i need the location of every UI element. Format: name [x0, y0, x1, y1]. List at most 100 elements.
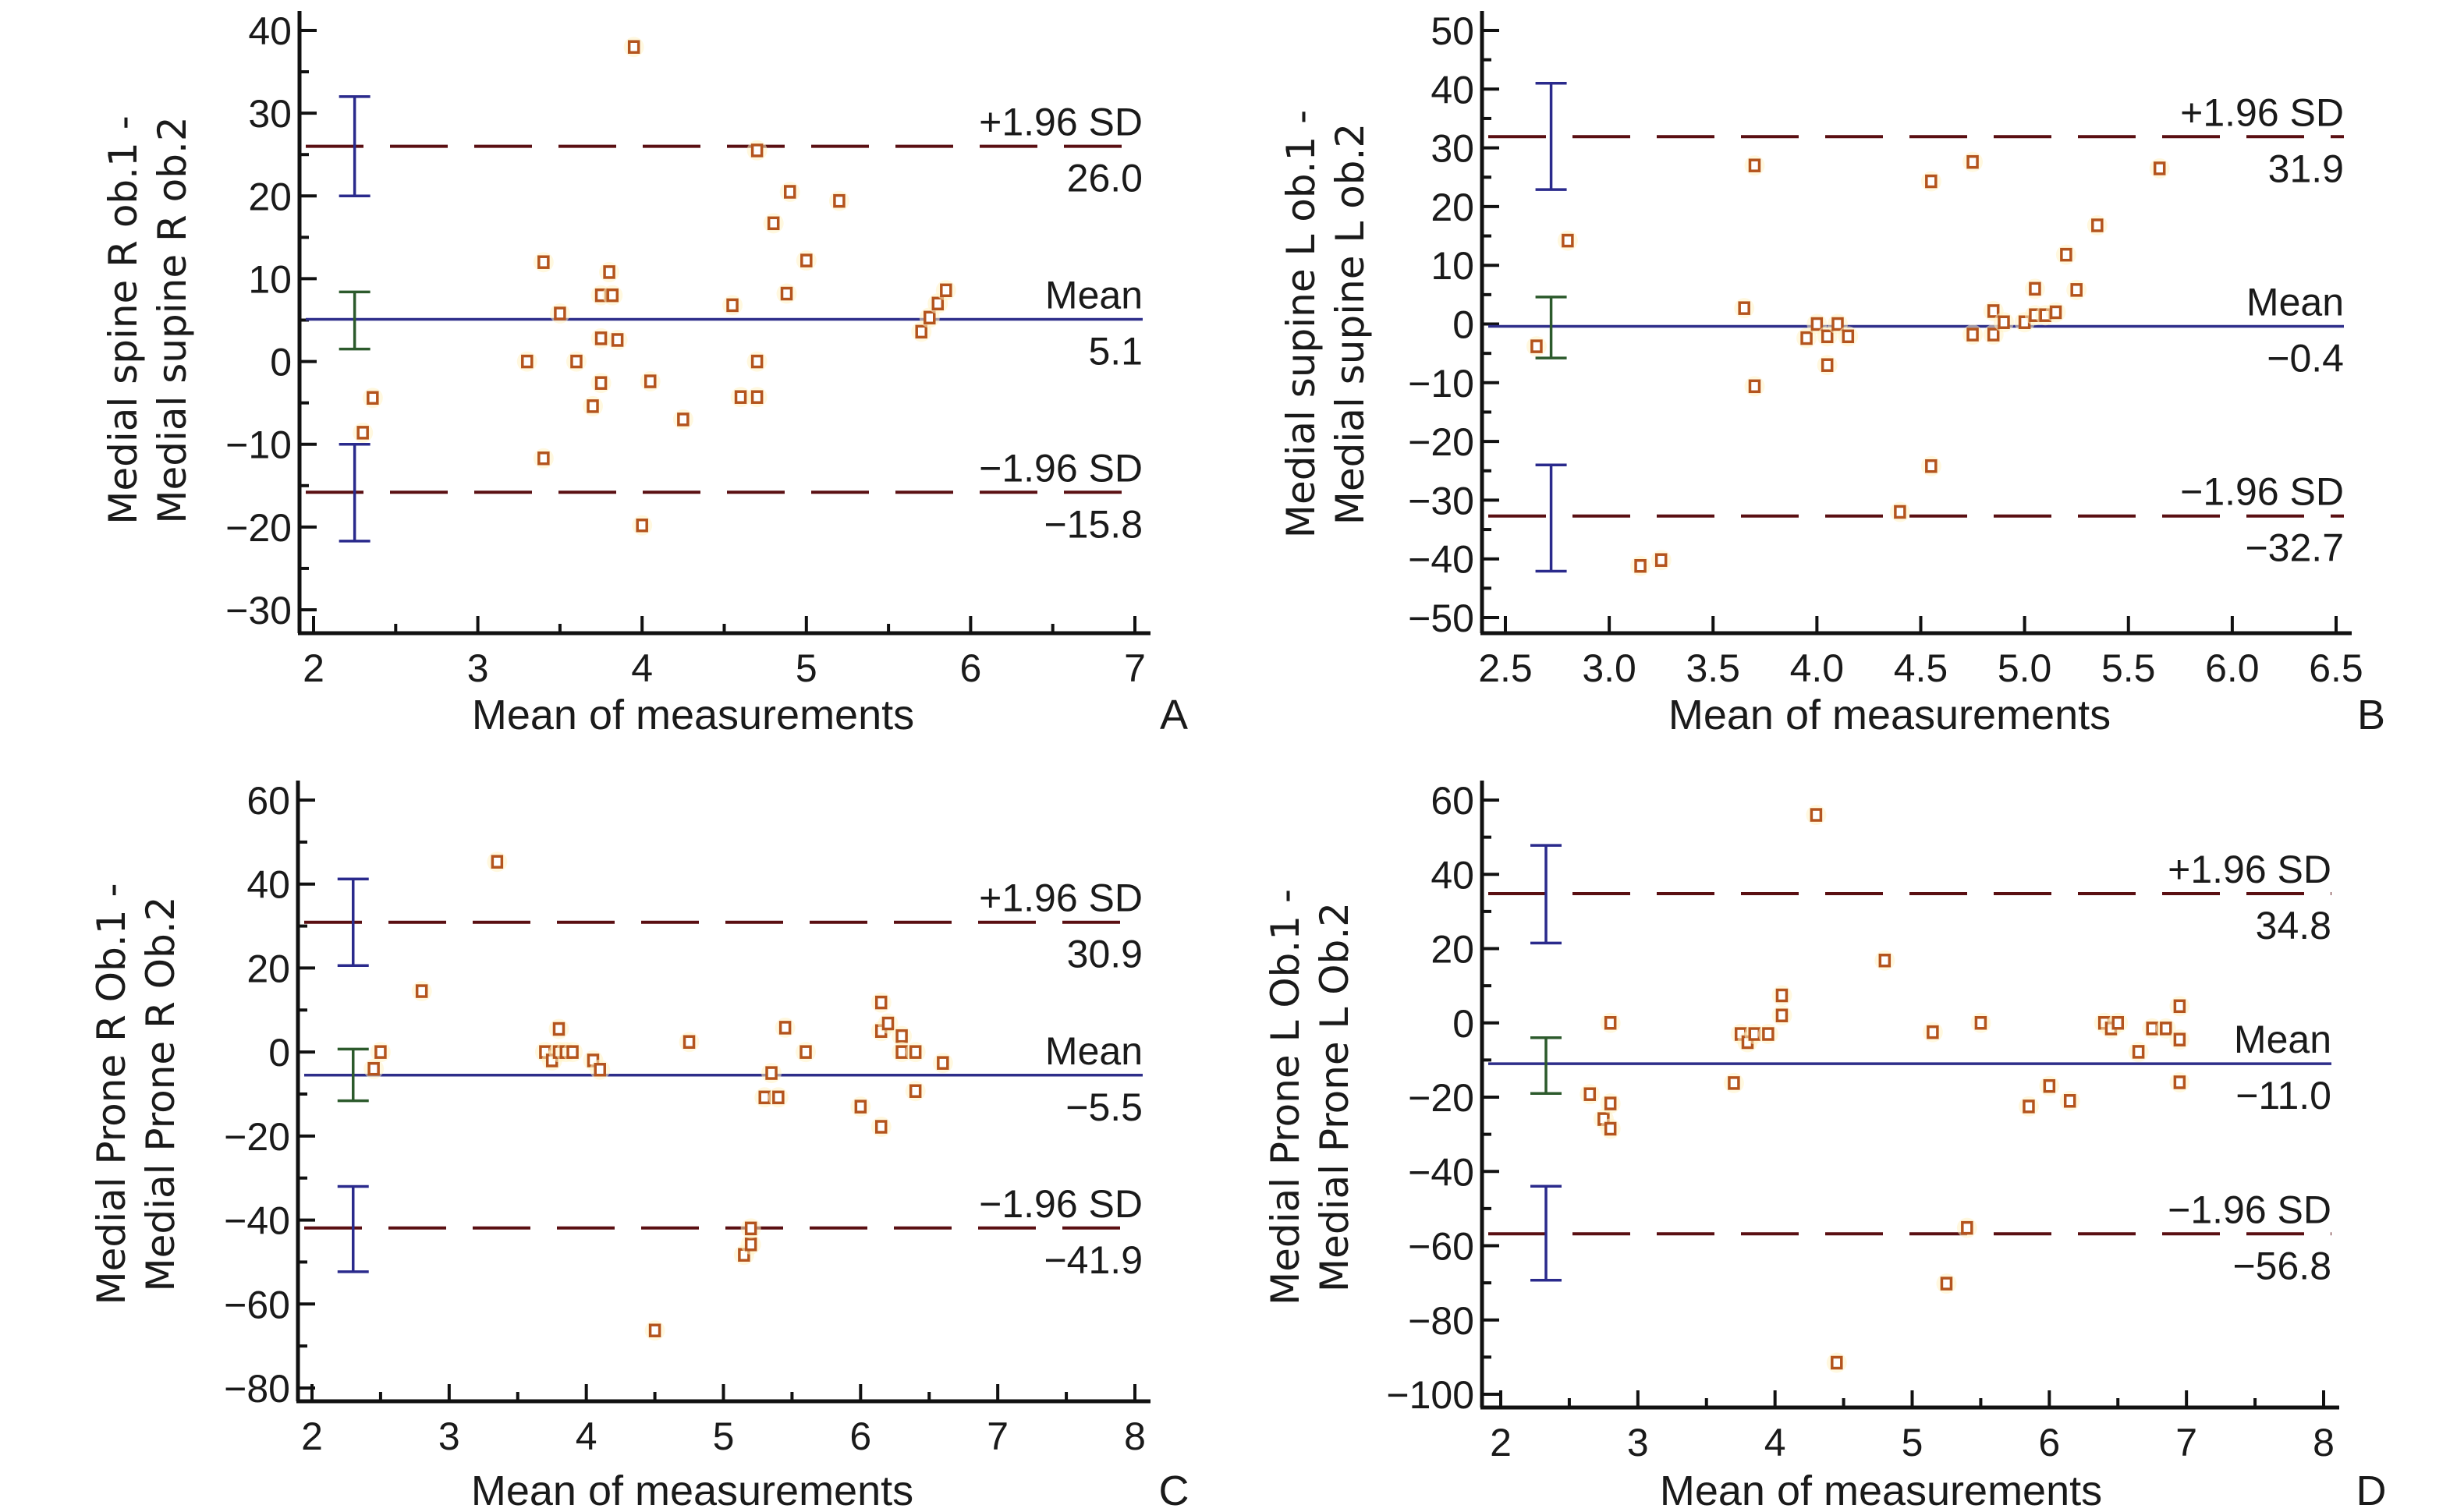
data-point [1748, 379, 1761, 394]
x-tick-label: 8 [1124, 1415, 1146, 1458]
data-point [1927, 1025, 1939, 1039]
x-tick-label: 7 [987, 1415, 1009, 1458]
x-tick-label: 4 [1764, 1421, 1786, 1464]
y-tick-label: 30 [1431, 127, 1474, 171]
data-point [648, 1323, 661, 1337]
data-point [1634, 558, 1647, 573]
panel-d-lower-value: −56.8 [2232, 1244, 2331, 1287]
x-tick-label: 5.5 [2101, 646, 2156, 690]
panel-a-lower-label: −1.96 SD [979, 446, 1143, 490]
data-point [1940, 1277, 1953, 1291]
panel-c-ylabel-line1: Medial Prone R Ob.1 - [89, 883, 134, 1305]
data-point [1810, 317, 1824, 331]
data-point [537, 255, 550, 269]
y-tick-label: 0 [268, 1031, 290, 1075]
panel-c-lower-value: −41.9 [1044, 1238, 1143, 1282]
data-point [594, 376, 608, 390]
x-tick-label: 4.0 [1790, 646, 1845, 690]
y-tick-label: −50 [1408, 597, 1474, 640]
data-point [750, 143, 764, 158]
data-point [677, 413, 690, 427]
panel-a-ylabel-line2: Medial supine R ob.2 [150, 116, 195, 523]
panel-b-ylabel-line2: Medial supine L ob.2 [1328, 123, 1373, 525]
data-point [2132, 1045, 2145, 1059]
data-point [726, 298, 739, 313]
y-tick-label: 40 [1431, 853, 1474, 897]
data-point [1654, 553, 1668, 567]
data-point [1604, 1016, 1617, 1030]
data-point [367, 391, 379, 405]
x-tick-label: 5 [713, 1415, 735, 1458]
x-tick-label: 7 [1124, 646, 1146, 690]
data-point [2060, 247, 2072, 262]
x-tick-label: 6.5 [2309, 646, 2363, 690]
panel-c-lower-label: −1.96 SD [979, 1182, 1143, 1226]
data-point [2160, 1022, 2172, 1036]
data-point [1775, 988, 1789, 1003]
data-point [606, 288, 619, 303]
data-point [1810, 808, 1823, 822]
x-tick-label: 2 [1490, 1421, 1512, 1464]
panel-c-upper-value: 30.9 [1067, 933, 1143, 976]
data-point [2049, 305, 2062, 320]
x-tick-label: 6 [2038, 1421, 2060, 1464]
data-point [1961, 1220, 1973, 1235]
x-tick-label: 4 [576, 1415, 597, 1458]
data-point [1966, 154, 1979, 169]
data-point [1583, 1087, 1597, 1101]
panel-d-ylabel-line2: Medial Prone L Ob.2 [1312, 902, 1357, 1292]
data-point [767, 216, 780, 231]
data-point [1894, 505, 1906, 519]
data-point [1831, 317, 1844, 331]
y-tick-label: −10 [225, 423, 292, 467]
y-tick-label: 0 [1452, 303, 1474, 347]
data-point [636, 518, 648, 533]
y-tick-label: 60 [246, 779, 290, 823]
y-tick-label: −100 [1386, 1373, 1474, 1417]
y-tick-label: 60 [1431, 779, 1474, 823]
panel-d-mean-value: −11.0 [2235, 1074, 2331, 1117]
data-point [2063, 1094, 2076, 1108]
x-tick-label: 8 [2313, 1421, 2335, 1464]
data-point [537, 451, 550, 466]
y-tick-label: −20 [224, 1115, 290, 1159]
data-point [566, 1045, 579, 1059]
data-point [2111, 1016, 2124, 1030]
panel-b-upper-label: +1.96 SD [2180, 90, 2344, 134]
y-tick-label: −60 [1408, 1225, 1474, 1269]
data-point [1604, 1096, 1617, 1110]
data-point [895, 1045, 908, 1059]
data-point [644, 374, 657, 388]
panel-c-upper-label: +1.96 SD [979, 876, 1143, 920]
panel-b-lower-value: −32.7 [2245, 526, 2344, 570]
panel-d: −100 −80 −60 −40 −20 0 20 40 60 2 3 4 5 6 7 8 Medial Pr… [1263, 779, 2387, 1512]
data-point [783, 185, 796, 199]
data-point [1842, 329, 1855, 344]
data-point [570, 354, 583, 369]
y-tick-label: 40 [246, 863, 290, 907]
y-tick-label: 20 [1431, 928, 1474, 972]
panel-c-mean-value: −5.5 [1065, 1085, 1143, 1129]
panel-a: −30 −20 −10 0 10 20 30 40 2 3 4 5 6 7 Medial spine R … [101, 9, 1188, 738]
y-tick-label: 20 [248, 175, 292, 218]
data-point [2173, 999, 2186, 1014]
y-tick-label: 50 [1431, 9, 1474, 53]
panel-c-xlabel: Mean of measurements [471, 1468, 913, 1512]
panel-b-xlabel: Mean of measurements [1668, 692, 2111, 738]
x-tick-label: 6 [959, 646, 981, 690]
panel-a-marks: −30 −20 −10 0 10 20 30 40 2 3 4 5 6 7 [225, 9, 1150, 690]
panel-c-letter: C [1159, 1468, 1190, 1512]
x-tick-label: 5.0 [1998, 646, 2052, 690]
data-point [374, 1045, 387, 1059]
data-point [356, 426, 369, 440]
data-point [682, 1035, 696, 1049]
panel-a-upper-value: 26.0 [1067, 157, 1143, 200]
data-point [924, 310, 936, 325]
y-tick-label: 0 [270, 341, 292, 384]
data-point [800, 1045, 812, 1059]
panel-c-ylabel-line2: Medial Prone R Ob.2 [138, 896, 183, 1291]
data-point [1831, 1355, 1843, 1370]
data-point [1821, 329, 1834, 344]
data-point [627, 40, 640, 54]
